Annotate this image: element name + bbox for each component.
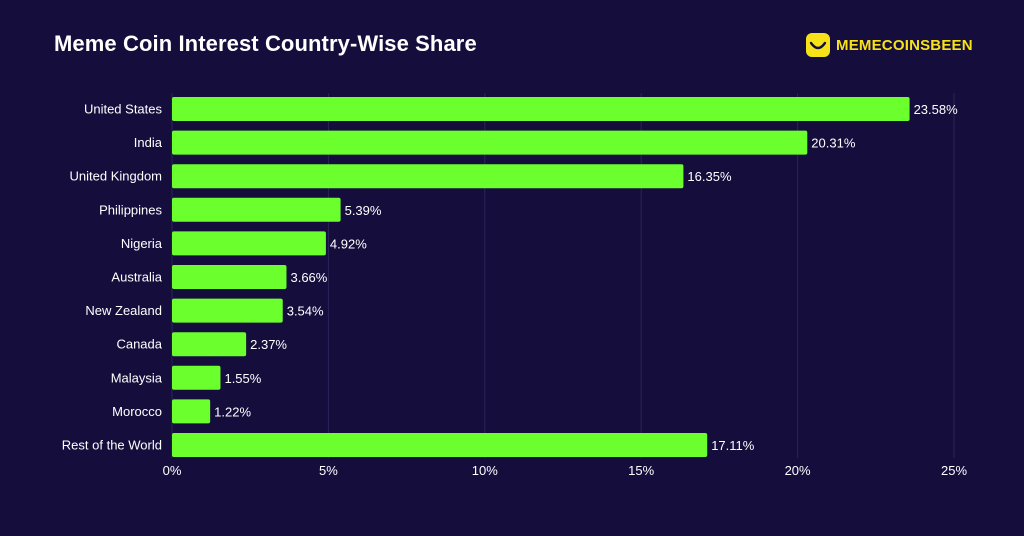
chart-title: Meme Coin Interest Country-Wise Share xyxy=(54,31,477,56)
bars xyxy=(172,97,910,457)
data-label: 16.35% xyxy=(687,169,732,184)
category-label: Philippines xyxy=(99,202,162,217)
category-label: Nigeria xyxy=(121,236,163,251)
brand-name: MEMECOINSBEEN xyxy=(836,36,973,54)
bar xyxy=(172,265,287,289)
category-label: Malaysia xyxy=(111,370,163,385)
data-label: 3.54% xyxy=(287,304,324,319)
category-label: United States xyxy=(84,102,163,117)
bar xyxy=(172,298,283,323)
category-label: Canada xyxy=(116,337,162,352)
category-label: New Zealand xyxy=(85,303,162,318)
smiley-face-icon xyxy=(806,33,830,57)
category-label: Australia xyxy=(111,270,162,285)
bar xyxy=(172,197,341,222)
bar xyxy=(172,231,326,256)
data-label: 1.55% xyxy=(224,371,261,386)
bar xyxy=(172,164,684,189)
bar xyxy=(172,433,708,457)
category-label: Rest of the World xyxy=(62,438,162,453)
bar xyxy=(172,332,247,357)
data-label: 2.37% xyxy=(250,337,287,352)
category-label: India xyxy=(134,135,163,150)
data-label: 5.39% xyxy=(345,203,382,218)
category-label: United Kingdom xyxy=(70,169,163,184)
x-tick-label: 5% xyxy=(319,463,338,478)
x-tick-label: 10% xyxy=(472,463,498,478)
bar xyxy=(172,130,808,155)
labels: 0% 5% 10% 15% 20% 25% United States 23.58% India… xyxy=(62,102,968,479)
x-tick-label: 15% xyxy=(628,463,654,478)
brand-logo: MEMECOINSBEEN xyxy=(806,33,973,57)
x-tick-label: 25% xyxy=(941,463,967,478)
bar xyxy=(172,399,211,424)
data-label: 17.11% xyxy=(711,438,755,453)
data-label: 3.66% xyxy=(290,270,327,285)
bar xyxy=(172,97,910,121)
bar xyxy=(172,365,221,390)
data-label: 4.92% xyxy=(330,236,367,251)
x-tick-label: 0% xyxy=(163,463,182,478)
data-label: 20.31% xyxy=(811,136,856,151)
x-tick-label: 20% xyxy=(785,463,811,478)
data-label: 23.58% xyxy=(914,102,959,117)
category-label: Morocco xyxy=(112,404,162,419)
data-label: 1.22% xyxy=(214,404,251,419)
